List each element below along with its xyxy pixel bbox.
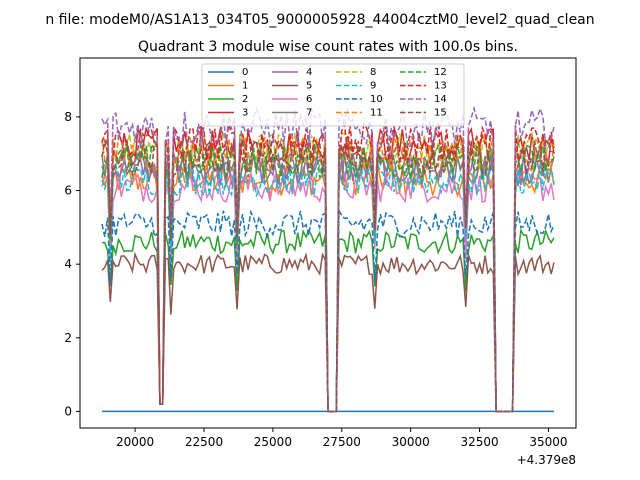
x-tick-label: 20000 (116, 435, 154, 449)
legend-label-13: 13 (434, 81, 447, 92)
x-tick-label: 32500 (460, 435, 498, 449)
x-tick-label: 25000 (254, 435, 292, 449)
figure-suptitle: n file: modeM0/AS1A13_034T05_9000005928_… (45, 12, 594, 28)
legend-label-4: 4 (306, 67, 312, 78)
legend-label-5: 5 (306, 81, 312, 92)
chart-title: Quadrant 3 module wise count rates with … (138, 39, 518, 55)
series-line-9 (101, 161, 555, 413)
x-tick-label: 35000 (529, 435, 567, 449)
series-line-15 (101, 139, 555, 413)
legend-label-12: 12 (434, 67, 447, 78)
legend-label-3: 3 (242, 108, 248, 119)
y-tick-label: 4 (64, 257, 72, 271)
y-tick-label: 0 (64, 404, 72, 418)
legend-label-6: 6 (306, 94, 312, 105)
legend-label-0: 0 (242, 67, 248, 78)
x-tick-label: 22500 (185, 435, 223, 449)
x-axis: 20000 22500 25000 27500 30000 32500 35000 (116, 428, 568, 449)
legend-label-2: 2 (242, 94, 248, 105)
x-offset-label: +4.379e8 (517, 453, 576, 467)
plot-lines (101, 105, 555, 413)
legend-label-14: 14 (434, 94, 447, 105)
legend-label-11: 11 (370, 108, 383, 119)
legend-label-8: 8 (370, 67, 376, 78)
series-line-13 (101, 121, 555, 413)
legend-label-7: 7 (306, 108, 312, 119)
x-tick-label: 27500 (323, 435, 361, 449)
legend-label-15: 15 (434, 108, 447, 119)
axes-frame (79, 57, 577, 429)
y-tick-label: 2 (64, 331, 72, 345)
legend-box (201, 63, 465, 127)
y-axis: 0 2 4 6 8 (64, 110, 80, 418)
legend-label-1: 1 (242, 81, 248, 92)
legend-label-10: 10 (370, 94, 383, 105)
x-tick-label: 30000 (392, 435, 430, 449)
y-tick-label: 6 (64, 184, 72, 198)
legend-label-9: 9 (370, 81, 376, 92)
y-tick-label: 8 (64, 110, 72, 124)
